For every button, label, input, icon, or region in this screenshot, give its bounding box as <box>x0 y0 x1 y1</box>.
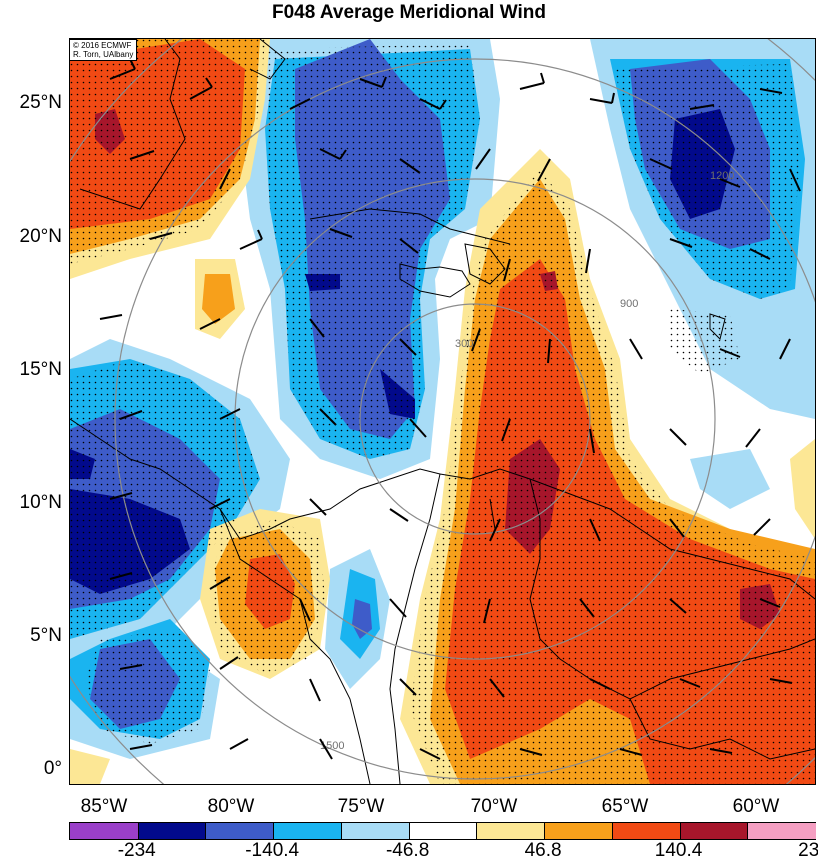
colorbar-tick-label: 140.4 <box>654 840 703 861</box>
map-panel: 300 900 1200 1500 <box>69 38 816 785</box>
colorbar-swatch <box>70 823 139 839</box>
colorbar-swatch <box>747 823 817 839</box>
colorbar-swatch <box>273 823 343 839</box>
colorbar-swatch <box>408 823 478 839</box>
wind-barbs <box>99 58 801 760</box>
colorbar-tick-label: 234 <box>798 840 818 861</box>
credit-line: © 2016 ECMWF <box>73 41 132 50</box>
colorbar-swatch <box>544 823 614 839</box>
significance-stipple <box>70 39 815 784</box>
colorbar-tick-label: -140.4 <box>245 840 300 861</box>
colorbar-swatch <box>205 823 275 839</box>
wind-field-map: 300 900 1200 1500 <box>70 39 815 784</box>
lon-label: 80°W <box>207 796 255 817</box>
ring-label-900: 900 <box>620 298 638 310</box>
colorbar-swatch <box>611 823 682 839</box>
colorbar-swatch <box>679 823 749 839</box>
colorbar-swatch <box>340 823 411 839</box>
colorbar-swatch <box>137 823 207 839</box>
colorbar-tick-label: -46.8 <box>385 840 430 861</box>
range-rings <box>70 39 815 784</box>
lat-label: 10°N <box>19 492 62 513</box>
lat-label: 5°N <box>30 625 62 646</box>
lat-label: 15°N <box>19 359 62 380</box>
coastlines <box>70 39 815 784</box>
colorbar-tick-label: -234 <box>117 840 156 861</box>
colorbar <box>69 822 817 840</box>
lon-label: 75°W <box>337 796 385 817</box>
colorbar-tick-label: 46.8 <box>524 840 562 861</box>
colorbar-swatch <box>476 823 546 839</box>
credit-box: © 2016 ECMWF R. Torn, UAlbany <box>69 39 138 61</box>
lon-label: 60°W <box>732 796 780 817</box>
lat-label: 20°N <box>19 226 62 247</box>
credit-line: R. Torn, UAlbany <box>73 50 134 59</box>
lon-label: 85°W <box>80 796 128 817</box>
ring-label-1200: 1200 <box>710 170 734 182</box>
lon-label: 70°W <box>470 796 518 817</box>
lat-label: 25°N <box>19 92 62 113</box>
lat-label: 0° <box>43 758 62 779</box>
ring-label-300: 300 <box>455 338 473 350</box>
map-title: F048 Average Meridional Wind <box>272 2 546 23</box>
lon-label: 65°W <box>601 796 649 817</box>
